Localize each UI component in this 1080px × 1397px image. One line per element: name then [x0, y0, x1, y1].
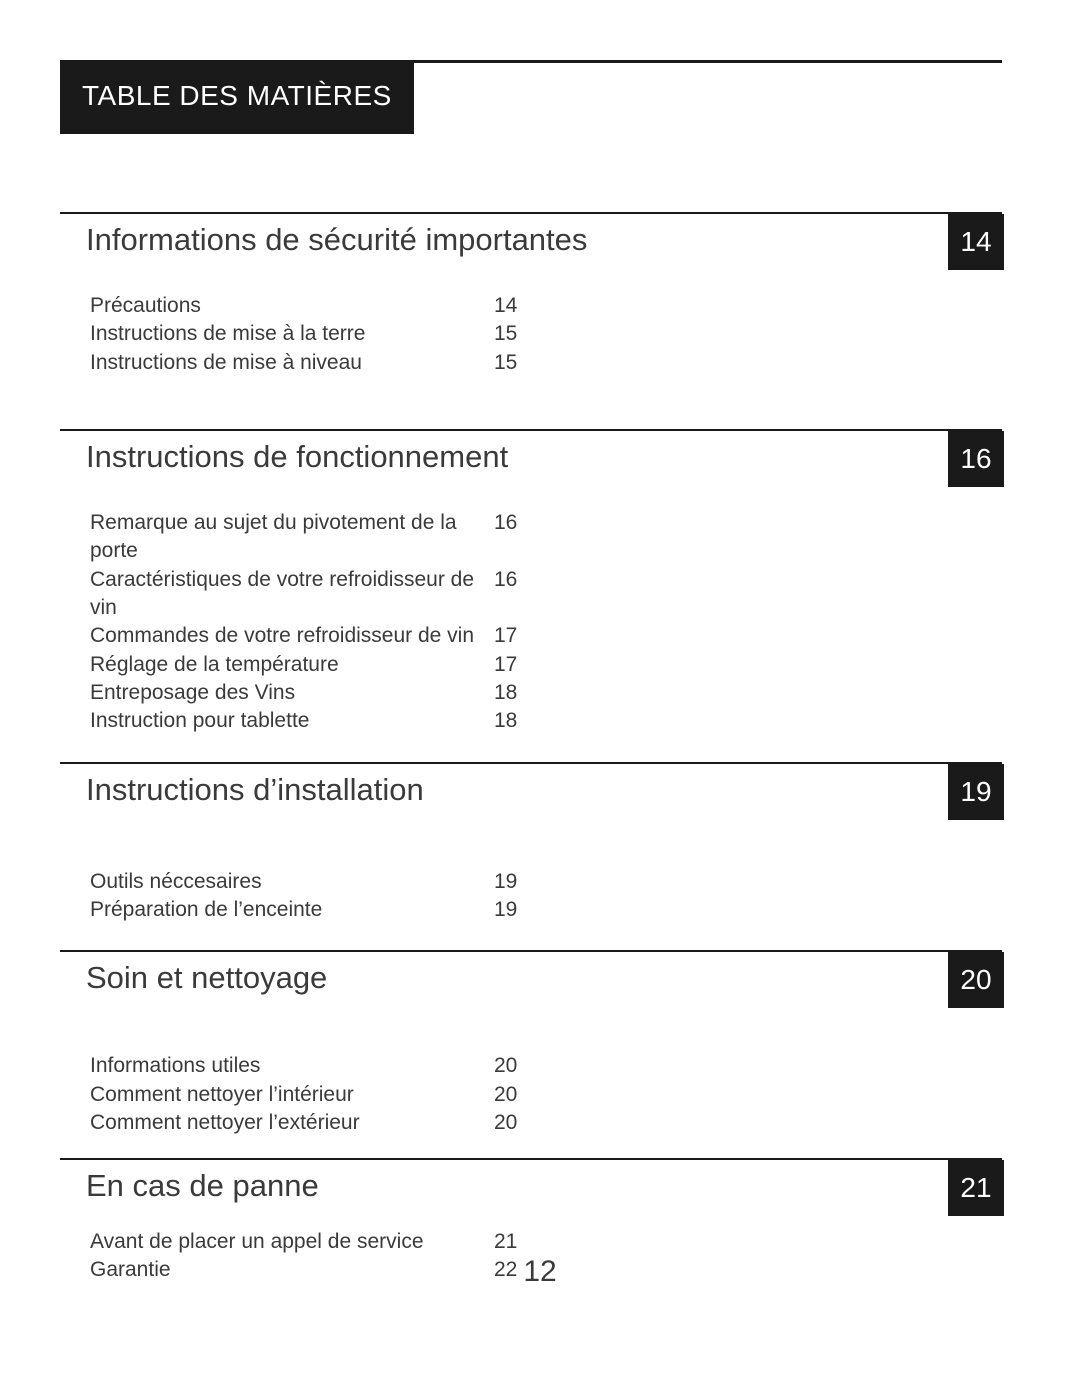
subitem-label: Commandes de votre refroidisseur de vin: [90, 622, 494, 650]
section-header: Instructions d’installation 19: [60, 770, 1002, 820]
toc-section: Soin et nettoyage 20 Informations utiles…: [60, 950, 1002, 1157]
page-number: 12: [0, 1255, 1080, 1289]
toc-subitem: Instructions de mise à la terre 15: [90, 320, 1002, 348]
toc-subitem: Commandes de votre refroidisseur de vin …: [90, 622, 1002, 650]
toc-subitem: Entreposage des Vins 18: [90, 679, 1002, 707]
toc-subitem: Comment nettoyer l’extérieur 20: [90, 1109, 1002, 1137]
toc-subitem: Outils néccesaires 19: [90, 868, 1002, 896]
subitem-label: Instruction pour tablette: [90, 707, 494, 735]
section-subitems: Outils néccesaires 19 Préparation de l’e…: [60, 868, 1002, 925]
subitem-label: Préparation de l’enceinte: [90, 896, 494, 924]
toc-subitem: Préparation de l’enceinte 19: [90, 896, 1002, 924]
subitem-label: Informations utiles: [90, 1052, 494, 1080]
subitem-page: 21: [494, 1228, 554, 1256]
section-header: En cas de panne 21: [60, 1166, 1002, 1216]
toc-subitem: Instructions de mise à niveau 15: [90, 349, 1002, 377]
toc-subitem: Remarque au sujet du pivotement de la po…: [90, 509, 1002, 566]
document-page: TABLE DES MATIÈRES Informations de sécur…: [0, 0, 1080, 1294]
subitem-page: 18: [494, 707, 554, 735]
page-badge: 21: [948, 1160, 1004, 1216]
subitem-label: Comment nettoyer l’intérieur: [90, 1081, 494, 1109]
subitem-label: Instructions de mise à la terre: [90, 320, 494, 348]
toc-section: Instructions de fonctionnement 16 Remarq…: [60, 429, 1002, 762]
subitem-page: 19: [494, 896, 554, 924]
subitem-page: 18: [494, 679, 554, 707]
subitem-label: Entreposage des Vins: [90, 679, 494, 707]
section-title: Instructions d’installation: [60, 770, 424, 808]
section-subitems: Remarque au sujet du pivotement de la po…: [60, 509, 1002, 736]
subitem-page: 20: [494, 1081, 554, 1109]
subitem-page: 19: [494, 868, 554, 896]
subitem-page: 16: [494, 566, 554, 623]
section-title: Instructions de fonctionnement: [60, 437, 508, 475]
toc-subitem: Comment nettoyer l’intérieur 20: [90, 1081, 1002, 1109]
toc-subitem: Caractéristiques de votre refroidisseur …: [90, 566, 1002, 623]
toc-sections: Informations de sécurité importantes 14 …: [60, 212, 1002, 1294]
toc-subitem: Précautions 14: [90, 292, 1002, 320]
toc-header: TABLE DES MATIÈRES: [60, 62, 414, 134]
subitem-page: 17: [494, 651, 554, 679]
section-title: Informations de sécurité importantes: [60, 220, 587, 258]
subitem-label: Instructions de mise à niveau: [90, 349, 494, 377]
subitem-page: 20: [494, 1052, 554, 1080]
subitem-label: Outils néccesaires: [90, 868, 494, 896]
page-badge: 20: [948, 952, 1004, 1008]
subitem-page: 14: [494, 292, 554, 320]
subitem-page: 15: [494, 320, 554, 348]
subitem-page: 15: [494, 349, 554, 377]
toc-subitem: Informations utiles 20: [90, 1052, 1002, 1080]
page-badge: 19: [948, 764, 1004, 820]
toc-section: Informations de sécurité importantes 14 …: [60, 212, 1002, 429]
toc-subitem: Instruction pour tablette 18: [90, 707, 1002, 735]
toc-section: Instructions d’installation 19 Outils né…: [60, 762, 1002, 951]
subitem-label: Comment nettoyer l’extérieur: [90, 1109, 494, 1137]
section-header: Instructions de fonctionnement 16: [60, 437, 1002, 487]
section-subitems: Informations utiles 20 Comment nettoyer …: [60, 1052, 1002, 1137]
subitem-page: 20: [494, 1109, 554, 1137]
subitem-label: Réglage de la température: [90, 651, 494, 679]
toc-subitem: Réglage de la température 17: [90, 651, 1002, 679]
section-title: En cas de panne: [60, 1166, 319, 1204]
section-header: Soin et nettoyage 20: [60, 958, 1002, 1008]
subitem-page: 17: [494, 622, 554, 650]
section-subitems: Précautions 14 Instructions de mise à la…: [60, 292, 1002, 377]
page-badge: 16: [948, 431, 1004, 487]
toc-subitem: Avant de placer un appel de service 21: [90, 1228, 1002, 1256]
section-header: Informations de sécurité importantes 14: [60, 220, 1002, 270]
subitem-label: Précautions: [90, 292, 494, 320]
subitem-label: Caractéristiques de votre refroidisseur …: [90, 566, 494, 623]
subitem-page: 16: [494, 509, 554, 566]
page-badge: 14: [948, 214, 1004, 270]
section-title: Soin et nettoyage: [60, 958, 327, 996]
subitem-label: Avant de placer un appel de service: [90, 1228, 494, 1256]
subitem-label: Remarque au sujet du pivotement de la po…: [90, 509, 494, 566]
